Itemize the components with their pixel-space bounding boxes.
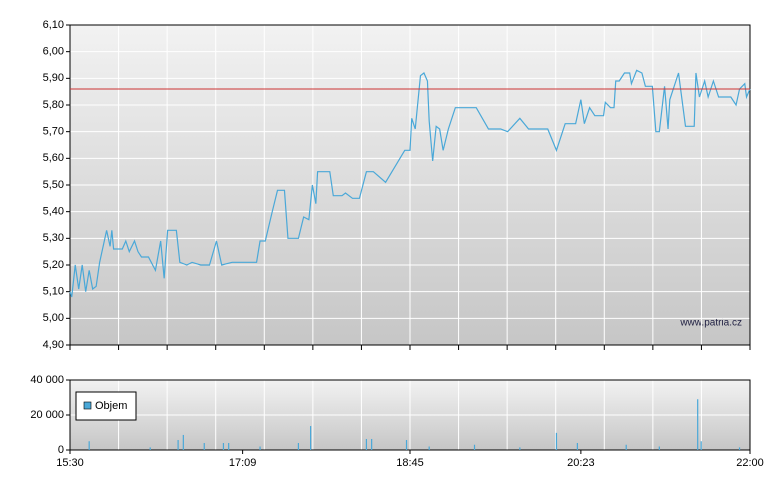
volume-bar <box>310 426 312 450</box>
y-tick-label: 5,10 <box>43 286 64 298</box>
volume-bar <box>177 440 179 450</box>
y-tick-label: 6,10 <box>43 19 64 31</box>
y-tick-label: 6,00 <box>43 46 64 58</box>
volume-bar <box>700 441 702 450</box>
volume-bar <box>88 441 90 450</box>
y-tick-label: 5,70 <box>43 126 64 138</box>
volume-bar <box>555 432 558 450</box>
x-tick-label: 22:00 <box>736 457 764 469</box>
volume-bar <box>473 444 476 450</box>
volume-bar <box>405 440 408 450</box>
y-tick-label: 5,00 <box>43 312 64 324</box>
y-tick-label: 5,60 <box>43 152 64 164</box>
y-tick-label: 5,40 <box>43 206 64 218</box>
volume-bar <box>259 446 261 450</box>
y-tick-label: 40 000 <box>30 374 64 386</box>
volume-bar <box>658 446 660 450</box>
price-line <box>69 69 751 298</box>
volume-bar <box>182 434 184 450</box>
watermark: www.patria.cz <box>679 318 742 329</box>
volume-bar <box>519 447 521 450</box>
x-tick-label: 17:09 <box>229 457 257 469</box>
volume-bar <box>738 447 741 450</box>
legend-swatch <box>83 401 92 410</box>
x-tick-label: 20:23 <box>567 457 595 469</box>
y-tick-label: 4,90 <box>43 339 64 351</box>
volume-bar <box>149 447 151 450</box>
y-tick-label: 5,20 <box>43 259 64 271</box>
legend-label: Objem <box>95 400 127 412</box>
y-tick-label: 5,90 <box>43 72 64 84</box>
volume-bar <box>365 438 368 450</box>
volume-bar <box>228 443 230 450</box>
y-tick-label: 20 000 <box>30 409 64 421</box>
x-tick-label: 18:45 <box>396 457 424 469</box>
y-tick-label: 5,30 <box>43 232 64 244</box>
x-tick-label: 15:30 <box>56 457 84 469</box>
volume-bar <box>297 443 300 450</box>
volume-bar <box>203 443 205 450</box>
y-tick-label: 0 <box>58 444 64 456</box>
volume-bar <box>625 444 627 450</box>
y-tick-label: 5,50 <box>43 179 64 191</box>
y-tick-label: 5,80 <box>43 99 64 111</box>
volume-bar <box>428 446 430 450</box>
volume-bar <box>371 438 373 450</box>
volume-bar <box>697 399 699 450</box>
volume-bar <box>576 443 578 450</box>
volume-bar <box>222 443 225 450</box>
